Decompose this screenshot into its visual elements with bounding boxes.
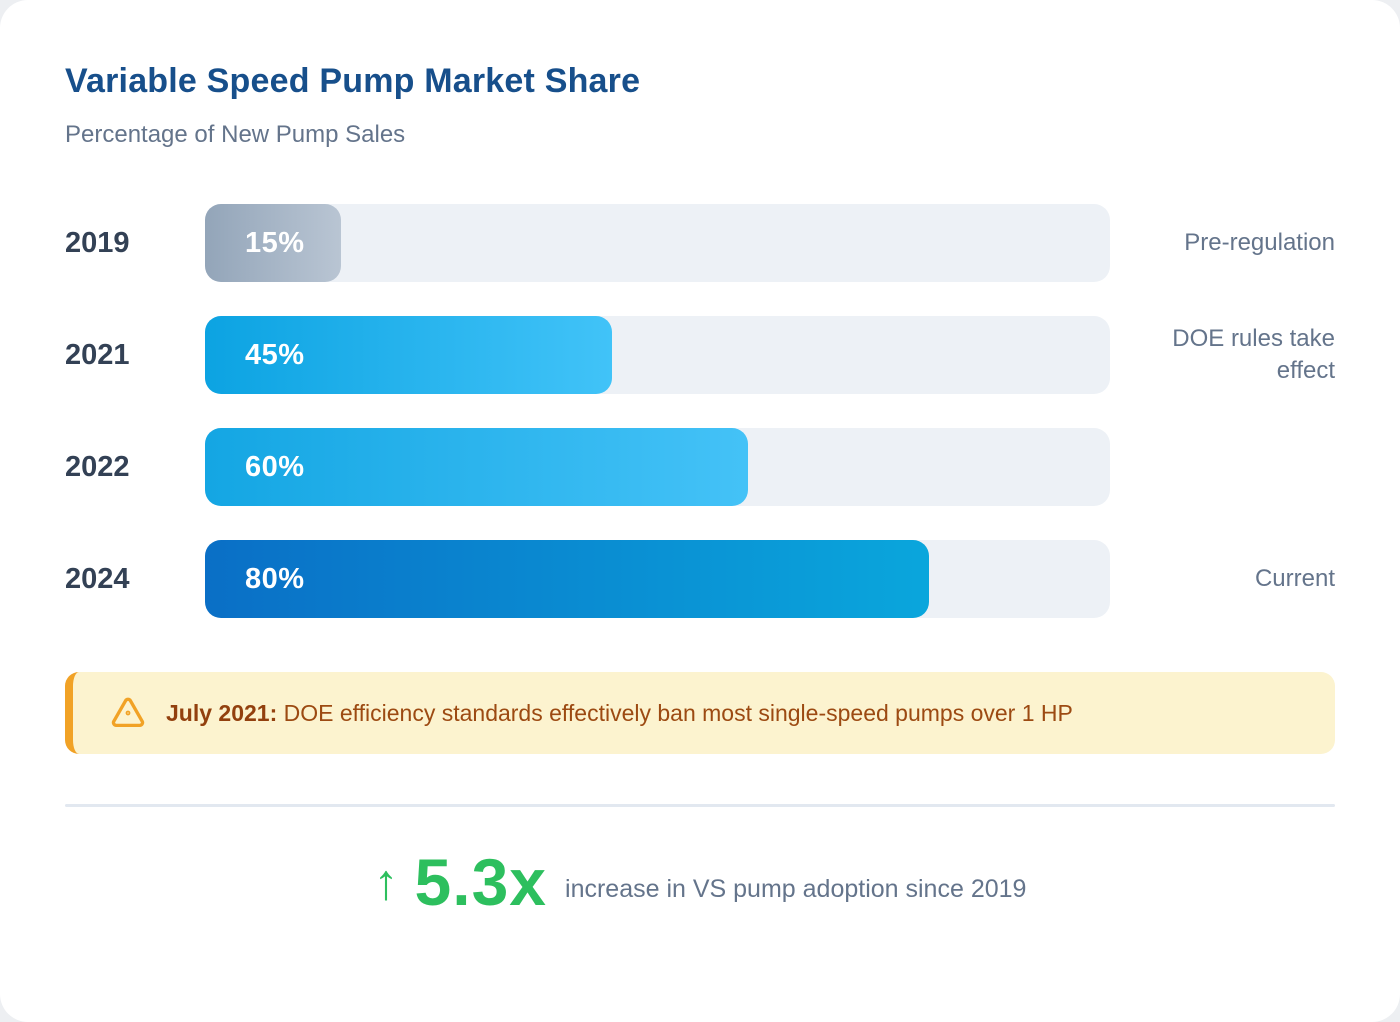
growth-stat: ↑ 5.3x increase in VS pump adoption sinc…: [65, 849, 1335, 915]
chart-row-2021: 2021 45% DOE rules take effect: [65, 316, 1335, 394]
bar-annotation: Current: [1254, 564, 1335, 592]
bar-track: 15%: [205, 204, 1110, 282]
stat-value: 5.3x: [414, 845, 548, 919]
bar-annotation: Pre-regulation: [1184, 228, 1335, 256]
bar-2021: 45%: [205, 316, 613, 394]
page-subtitle: Percentage of New Pump Sales: [65, 121, 406, 148]
bar-track: 80%: [205, 540, 1110, 618]
warning-triangle-icon: [110, 697, 146, 729]
year-label: 2024: [65, 562, 130, 595]
bar-value-label: 60%: [245, 450, 305, 483]
bar-chart: 2019 15% Pre-regulation 2021 45% DOE rul…: [65, 204, 1335, 618]
bar-2024: 80%: [205, 540, 929, 618]
chart-row-2024: 2024 80% Current: [65, 540, 1335, 618]
year-label: 2019: [65, 226, 130, 259]
bar-value-label: 80%: [245, 562, 305, 595]
bar-track: 45%: [205, 316, 1110, 394]
callout-text: July 2021: DOE efficiency standards effe…: [166, 700, 1073, 727]
year-label: 2022: [65, 450, 130, 483]
callout-body-text: DOE efficiency standards effectively ban…: [277, 699, 1073, 726]
up-arrow-icon: ↑: [373, 854, 399, 910]
chart-row-2019: 2019 15% Pre-regulation: [65, 204, 1335, 282]
bar-value-label: 15%: [245, 226, 305, 259]
regulation-callout: July 2021: DOE efficiency standards effe…: [65, 672, 1335, 754]
bar-2022: 60%: [205, 428, 748, 506]
stat-description: increase in VS pump adoption since 2019: [565, 874, 1027, 903]
section-divider: [65, 804, 1335, 807]
bar-value-label: 45%: [245, 338, 305, 371]
bar-track: 60%: [205, 428, 1110, 506]
page-title: Variable Speed Pump Market Share: [65, 62, 641, 100]
bar-annotation: DOE rules take effect: [1172, 324, 1335, 384]
callout-date-label: July 2021:: [166, 699, 278, 726]
year-label: 2021: [65, 338, 130, 371]
bar-2019: 15%: [205, 204, 341, 282]
chart-row-2022: 2022 60%: [65, 428, 1335, 506]
